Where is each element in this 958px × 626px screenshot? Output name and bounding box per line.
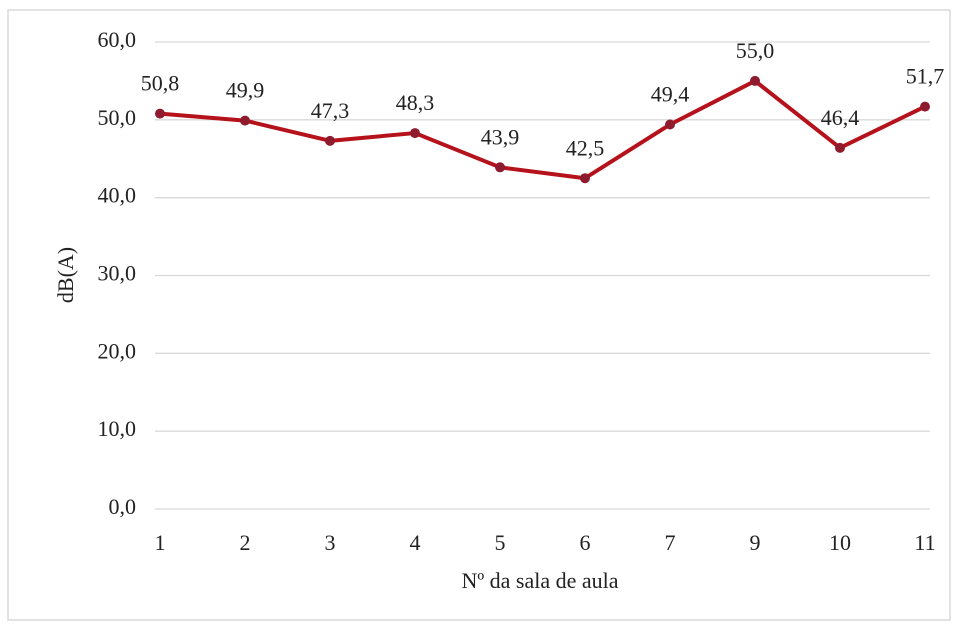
y-tick-label: 20,0 xyxy=(98,338,137,363)
marker xyxy=(325,135,335,146)
y-tick-label: 0,0 xyxy=(109,494,137,519)
y-tick-label: 40,0 xyxy=(98,183,137,208)
data-label: 47,3 xyxy=(311,98,350,123)
marker xyxy=(155,108,165,119)
x-tick-label: 4 xyxy=(410,530,421,555)
y-axis-title: dB(A) xyxy=(53,247,78,303)
marker xyxy=(580,173,590,184)
data-label: 42,5 xyxy=(566,135,605,160)
marker xyxy=(750,75,760,86)
data-label: 49,9 xyxy=(226,78,265,103)
x-tick-label: 1 xyxy=(155,530,166,555)
data-label: 48,3 xyxy=(396,90,435,115)
x-tick-label: 3 xyxy=(325,530,336,555)
x-tick-label: 9 xyxy=(750,530,761,555)
data-label: 50,8 xyxy=(141,71,180,96)
x-tick-label: 2 xyxy=(240,530,251,555)
y-tick-label: 60,0 xyxy=(98,27,137,52)
data-label: 49,4 xyxy=(651,82,690,107)
y-tick-label: 50,0 xyxy=(98,105,137,130)
marker xyxy=(240,115,250,126)
x-axis-title: Nº da sala de aula xyxy=(461,568,618,593)
marker xyxy=(495,162,505,173)
line xyxy=(159,78,926,181)
x-tick-label: 11 xyxy=(914,530,935,555)
y-tick-label: 30,0 xyxy=(98,261,137,286)
x-tick-label: 7 xyxy=(665,530,676,555)
data-label: 46,4 xyxy=(821,105,860,130)
x-tick-label: 10 xyxy=(829,530,851,555)
y-tick-label: 10,0 xyxy=(98,416,137,441)
x-tick-label: 5 xyxy=(495,530,506,555)
marker xyxy=(835,142,845,153)
x-tick-label: 6 xyxy=(580,530,591,555)
data-label: 43,9 xyxy=(481,124,520,149)
data-label: 55,0 xyxy=(736,38,775,63)
data-label: 51,7 xyxy=(906,64,945,89)
marker xyxy=(920,101,930,112)
marker xyxy=(410,128,420,139)
marker xyxy=(665,119,675,130)
chart-border xyxy=(7,9,951,621)
